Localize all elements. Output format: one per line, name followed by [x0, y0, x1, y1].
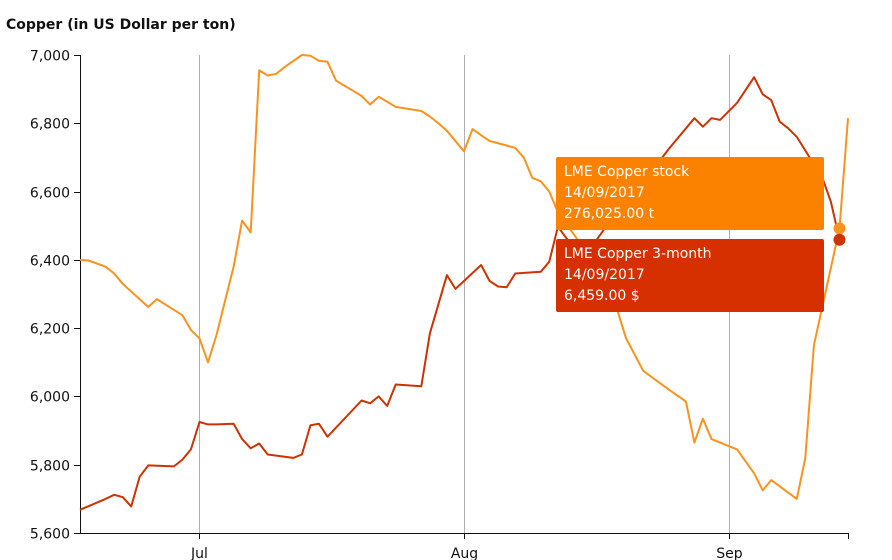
series-line-lme-copper-stock [79, 54, 849, 500]
tooltip-date: 14/09/2017 [564, 267, 645, 283]
x-tick-label: Sep [716, 546, 743, 560]
chart-title: Copper (in US Dollar per ton) [6, 17, 236, 33]
y-axis: 5,600 5,800 6,000 6,200 6,400 6,600 6,800 7,000 [30, 49, 81, 543]
hover-markers [833, 222, 846, 246]
x-axis: Jul Aug Sep [80, 533, 849, 560]
tooltip-copper-3-month: LME Copper 3-month 14/09/2017 6,459.00 $ [556, 239, 824, 312]
y-tick-label: 6,000 [30, 390, 70, 406]
y-tick-label: 6,800 [30, 117, 70, 133]
tooltip-series-name: LME Copper stock [564, 164, 690, 180]
tooltip-series-name: LME Copper 3-month [564, 246, 712, 262]
y-tick-label: 5,600 [30, 527, 70, 543]
series-line-lme-copper-3-month [79, 76, 841, 511]
tooltip-date: 14/09/2017 [564, 185, 645, 201]
y-tick-label: 6,400 [30, 254, 70, 270]
x-tick-label: Aug [451, 546, 478, 560]
y-tick-label: 6,600 [30, 186, 70, 202]
y-tick-label: 7,000 [30, 49, 70, 65]
series-lines [79, 54, 849, 511]
y-tick-label: 5,800 [30, 459, 70, 475]
y-tick-label: 6,200 [30, 322, 70, 338]
x-tick-label: Jul [190, 546, 208, 560]
hover-marker-lme-copper-stock [833, 222, 846, 235]
tooltip-value: 6,459.00 $ [564, 288, 640, 304]
tooltip-value: 276,025.00 t [564, 206, 655, 222]
hover-marker-lme-copper-3-month [833, 233, 846, 246]
tooltip-copper-stock: LME Copper stock 14/09/2017 276,025.00 t [556, 157, 824, 230]
